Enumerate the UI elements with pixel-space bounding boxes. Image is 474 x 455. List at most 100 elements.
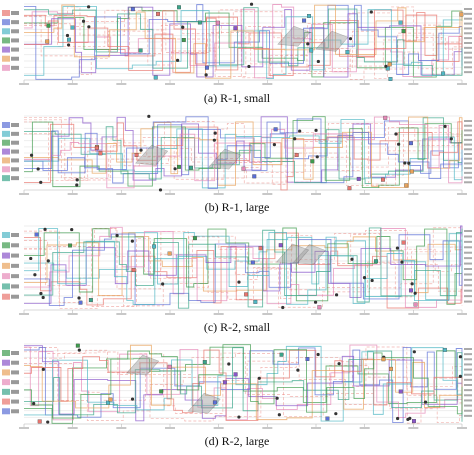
event-marker [385,66,390,71]
event-dot [423,400,428,404]
row-label-mark [464,124,472,127]
row-label-mark [464,273,472,276]
row-label-mark [464,246,472,249]
dashed-track-line [24,9,463,79]
time-tick-label-mark [359,83,370,85]
event-dot [449,137,453,141]
thumbnail-icon [2,379,10,386]
dashed-track-line [24,346,463,424]
event-dot [32,401,36,406]
row-label-mark [464,181,472,184]
event-dot [204,73,208,77]
event-marker [258,246,263,251]
time-tick-label-mark [165,313,175,315]
step-track-line [24,347,463,422]
row-label-mark [464,268,472,270]
time-tick-label-mark [165,83,175,85]
row-label-mark [464,32,472,35]
event-marker [317,305,322,310]
event-marker [68,243,73,248]
event-dot [77,296,81,300]
step-track-line [24,116,463,189]
event-dot [281,305,285,310]
event-dot [296,368,300,372]
group-region-polygon [187,392,221,414]
row-label-mark [464,27,472,30]
row-label-mark [464,148,472,151]
step-track-line [24,116,463,189]
event-dot [227,362,231,366]
row-label-mark [464,143,472,146]
step-track-line [24,4,463,79]
row-label-mark [464,129,472,132]
event-marker [412,419,416,424]
thumbnail-icon [11,409,19,414]
event-marker [197,20,202,25]
event-dot [350,257,354,261]
event-marker [307,14,311,18]
panel-b [0,112,474,198]
event-dot [213,131,217,135]
event-dot [75,178,79,182]
time-tick-label-mark [262,427,273,429]
event-dot [396,416,400,421]
thumbnail-icon [11,123,19,127]
thumbnail-icon [2,232,10,238]
thumbnail-icon [11,253,19,258]
event-dot [139,148,143,152]
row-label-mark [464,358,472,361]
event-marker [305,357,310,361]
event-marker [159,389,164,394]
event-dot [334,412,338,416]
thumbnail-icon [2,157,10,164]
thumbnail-icon [2,350,10,356]
row-label-mark [464,61,472,64]
event-marker [204,65,209,70]
thumbnail-icon [11,243,19,248]
event-marker [356,176,361,181]
row-label-mark [464,8,472,10]
time-tick-label-mark [311,83,321,85]
thumbnail-icon [2,122,10,128]
event-dot [181,25,185,29]
row-label-mark [464,240,472,243]
time-tick-label-mark [262,313,273,315]
event-dot [315,155,319,159]
event-dot [87,25,91,29]
event-marker [78,300,83,305]
event-dot [458,374,462,378]
group-region-polygon [135,144,169,166]
row-label-mark [464,257,472,260]
event-dot [65,33,70,38]
step-track-line [24,116,463,189]
thumbnail-icon [2,398,10,405]
event-marker [388,366,393,371]
thumbnail-icon [2,139,10,146]
row-label-mark [464,363,472,366]
timeline-visualization-d [2,343,472,429]
caption-c: (c) R-2, small [203,320,271,334]
row-label-mark [464,37,472,40]
group-region-polygon [315,30,349,52]
event-marker [241,166,246,171]
event-dot [316,352,320,357]
event-marker [309,48,314,53]
thumbnail-icon [2,242,10,249]
row-label-mark [464,300,472,303]
thumbnail-icon [11,149,19,154]
event-marker [46,23,51,28]
event-marker [253,299,258,304]
event-marker [409,141,413,146]
row-label-mark [464,12,472,15]
time-tick-label-mark [311,313,321,315]
event-marker [37,419,42,424]
event-dot [75,183,79,187]
time-tick-label-mark [359,427,370,429]
event-dot [306,42,310,46]
event-dot [394,132,398,136]
event-dot [147,114,151,118]
row-label-mark [464,409,472,412]
row-label-mark [464,289,472,292]
event-marker [374,259,378,264]
event-dot [395,246,400,250]
